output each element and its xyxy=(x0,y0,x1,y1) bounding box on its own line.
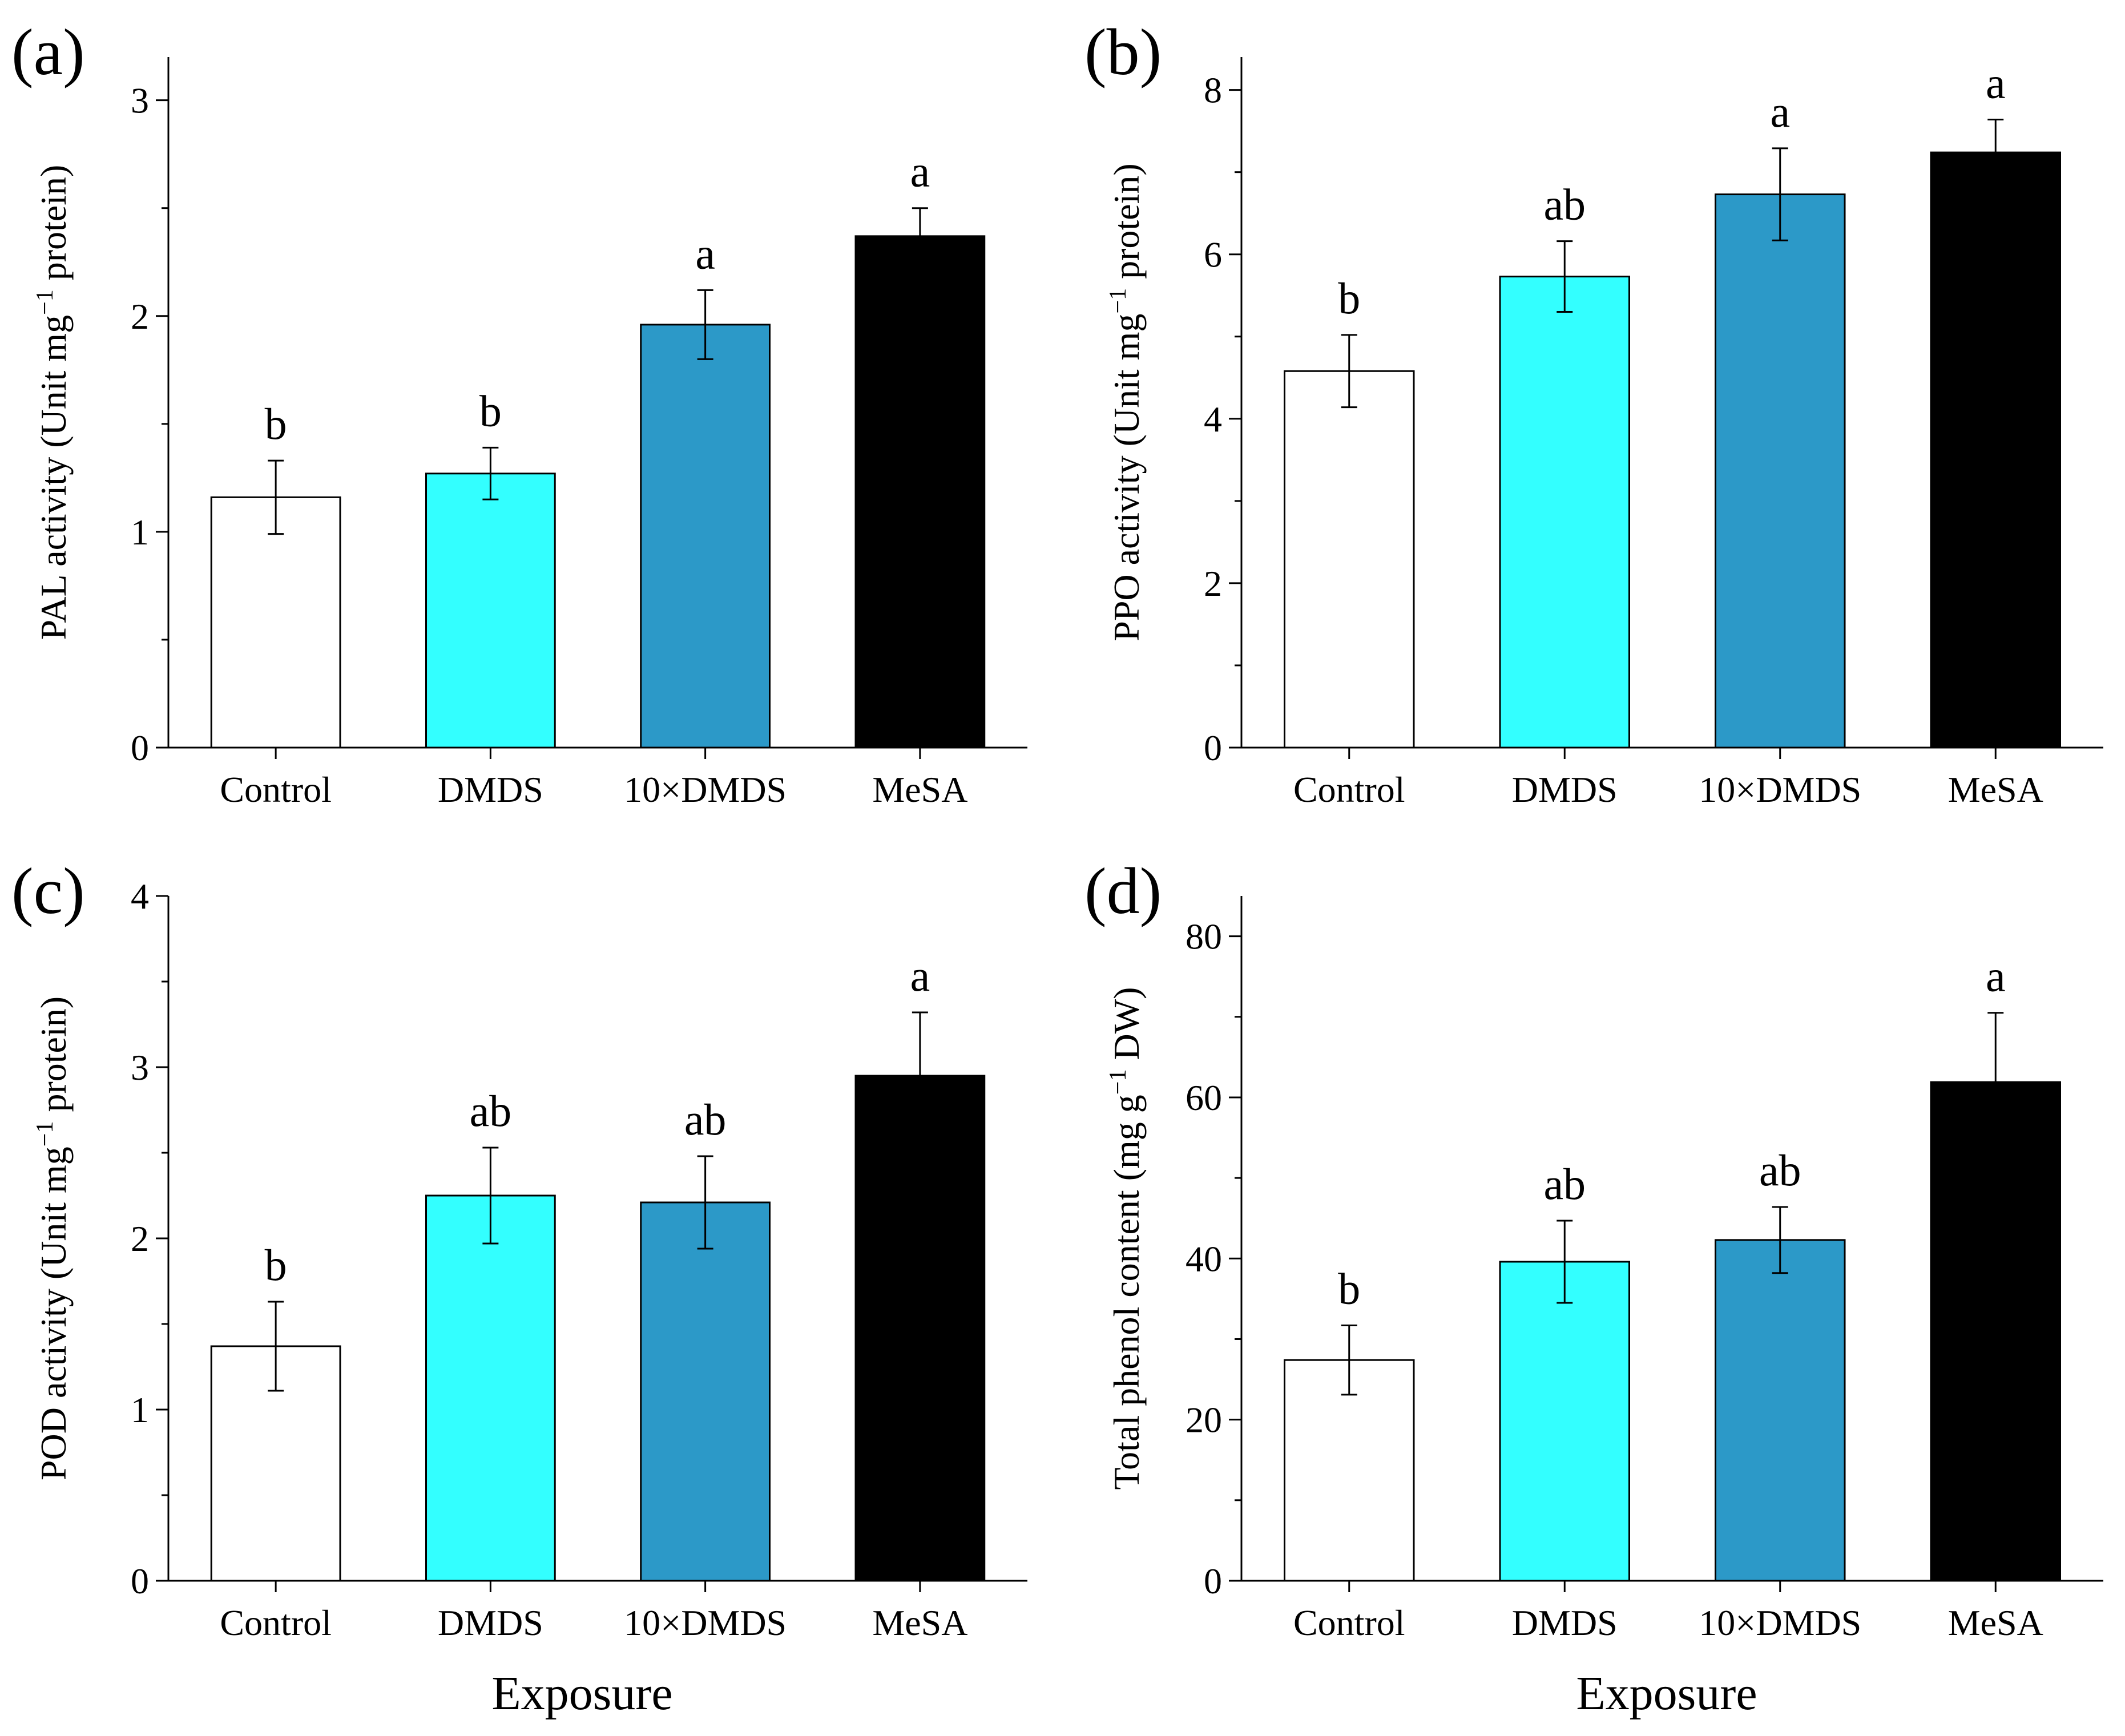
panel-a-y-tick-label: 1 xyxy=(131,512,149,552)
panel-a-bar xyxy=(425,473,556,749)
panel-c-x-axis-title: Exposure xyxy=(491,1667,672,1720)
panel-d-significance-label: b xyxy=(1338,1263,1360,1313)
panel-c-y-tick-label: 1 xyxy=(131,1390,149,1430)
panel-a-significance-label: a xyxy=(695,228,715,278)
panel-c-significance-label: b xyxy=(265,1240,287,1290)
panel-a-x-tick-label: Control xyxy=(220,769,332,810)
panel-b-y-tick-label: 0 xyxy=(1204,728,1222,768)
panel-d-y-tick-label: 0 xyxy=(1204,1561,1222,1601)
panel-a-significance-label: b xyxy=(479,386,502,435)
panel-b-bar xyxy=(1715,193,1846,749)
panel-d-chart: 0 20 40 60 80 Control b DMDS ab 10×DMDS ab MeSA a Tot… xyxy=(1084,855,2103,1720)
panel-b-bar xyxy=(1499,276,1630,749)
panel-c-y-tick-label: 0 xyxy=(131,1561,149,1601)
panel-c-bar xyxy=(640,1201,771,1582)
panel-c-y-tick-label: 4 xyxy=(131,876,149,917)
panel-c-y-tick-label: 3 xyxy=(131,1047,149,1088)
panel-c-panel-label: (c) xyxy=(11,855,85,928)
panel-d-bar xyxy=(1499,1261,1630,1582)
panel-d-y-axis-title: Total phenol content (mg g−1 DW) xyxy=(1105,987,1147,1490)
panel-a-y-tick-label: 2 xyxy=(131,296,149,337)
panel-c-y-axis-title: POD activity (Unit mg−1 protein) xyxy=(32,996,74,1480)
panel-c-chart: 0 1 2 3 4 Control b DMDS ab 10×DMDS ab MeSA a POD act… xyxy=(11,855,1027,1720)
panel-a-x-tick-label: 10×DMDS xyxy=(624,769,787,810)
panel-a-bar xyxy=(854,235,986,749)
panel-c-significance-label: ab xyxy=(684,1095,727,1144)
panel-a-x-tick-label: DMDS xyxy=(438,769,543,810)
panel-b-panel-label: (b) xyxy=(1084,16,1162,89)
panel-d-bar xyxy=(1930,1081,2061,1582)
panel-a-chart: 0 1 2 3 Control b DMDS b 10×DMDS a MeSA a PAL activi… xyxy=(11,16,1027,810)
panel-c-x-tick-label: DMDS xyxy=(438,1602,543,1643)
panel-b-significance-label: b xyxy=(1338,273,1360,323)
panel-a-panel-label: (a) xyxy=(11,16,85,89)
panel-d-y-tick-label: 40 xyxy=(1186,1238,1222,1279)
panel-d-bar xyxy=(1284,1359,1415,1582)
panel-c-x-tick-label: MeSA xyxy=(872,1602,967,1643)
panel-c-bar xyxy=(854,1075,986,1582)
panel-b-bar xyxy=(1930,151,2061,749)
panel-d-significance-label: ab xyxy=(1759,1145,1801,1195)
panel-a-x-tick-label: MeSA xyxy=(872,769,967,810)
panel-d-y-tick-label: 80 xyxy=(1186,917,1222,957)
panel-d-x-tick-label: 10×DMDS xyxy=(1699,1602,1861,1643)
panel-c-y-tick-label: 2 xyxy=(131,1218,149,1259)
panel-d-significance-label: a xyxy=(1986,951,2006,1001)
panel-c-significance-label: a xyxy=(910,951,930,1000)
panel-b-y-tick-label: 8 xyxy=(1204,70,1222,111)
panel-b-y-tick-label: 6 xyxy=(1204,235,1222,275)
panel-c-x-tick-label: 10×DMDS xyxy=(624,1602,787,1643)
panel-a-significance-label: a xyxy=(910,147,930,196)
panel-b-x-tick-label: DMDS xyxy=(1512,769,1618,810)
panel-b-x-tick-label: Control xyxy=(1293,769,1405,810)
panel-d-panel-label: (d) xyxy=(1084,855,1162,928)
panel-d-y-tick-label: 20 xyxy=(1186,1400,1222,1440)
panel-d-significance-label: ab xyxy=(1543,1159,1586,1209)
panel-c-significance-label: ab xyxy=(470,1086,512,1136)
panel-b-y-tick-label: 4 xyxy=(1204,399,1222,439)
panel-b-significance-label: a xyxy=(1986,58,2006,107)
panel-d-x-tick-label: DMDS xyxy=(1512,1602,1618,1643)
panel-a-significance-label: b xyxy=(265,399,287,449)
panel-b-chart: 0 2 4 6 8 Control b DMDS ab 10×DMDS a MeSA a PPO acti… xyxy=(1084,16,2103,810)
panel-b-y-axis-title: PPO activity (Unit mg−1 protein) xyxy=(1105,163,1147,641)
panel-d-x-axis-title: Exposure xyxy=(1576,1667,1757,1720)
panel-b-significance-label: a xyxy=(1770,87,1790,136)
panel-d-y-tick-label: 60 xyxy=(1186,1077,1222,1118)
panel-a-bar xyxy=(640,324,771,749)
panel-a-y-tick-label: 0 xyxy=(131,728,149,768)
panel-a-bar xyxy=(210,496,341,749)
panel-d-x-tick-label: Control xyxy=(1293,1602,1405,1643)
panel-b-x-tick-label: 10×DMDS xyxy=(1699,769,1861,810)
panel-d-bar xyxy=(1715,1239,1846,1582)
panel-b-significance-label: ab xyxy=(1543,180,1586,229)
panel-b-bar xyxy=(1284,370,1415,749)
panel-a-y-tick-label: 3 xyxy=(131,80,149,121)
panel-d-x-tick-label: MeSA xyxy=(1948,1602,2043,1643)
panel-c-x-tick-label: Control xyxy=(220,1602,332,1643)
panel-b-y-tick-label: 2 xyxy=(1204,563,1222,604)
panel-c-bar xyxy=(425,1194,556,1582)
panel-a-y-axis-title: PAL activity (Unit mg−1 protein) xyxy=(32,165,74,640)
panel-b-x-tick-label: MeSA xyxy=(1948,769,2043,810)
